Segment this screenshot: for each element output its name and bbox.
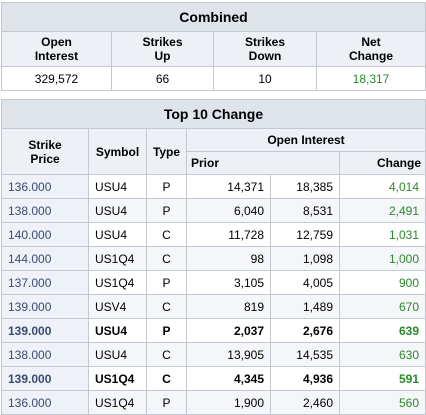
symbol-cell: USU4 — [88, 174, 147, 199]
type-header: Type — [146, 128, 187, 175]
type-cell: P — [146, 198, 187, 223]
prior-cell: 1,900 — [186, 390, 271, 415]
prior-cell: 13,905 — [186, 342, 271, 367]
change-cell: 670 — [339, 294, 426, 319]
current-oi-cell: 8,531 — [270, 198, 340, 223]
type-cell: C — [146, 246, 187, 271]
symbol-cell: US1Q4 — [88, 366, 147, 391]
change-cell: 1,031 — [339, 222, 426, 247]
current-oi-cell: 2,460 — [270, 390, 340, 415]
current-oi-cell: 12,759 — [270, 222, 340, 247]
symbol-cell: USU4 — [88, 342, 147, 367]
strike-price-cell: 139.000 — [1, 366, 89, 391]
strike-price-cell: 139.000 — [1, 294, 89, 319]
type-cell: P — [146, 270, 187, 295]
current-oi-cell: 18,385 — [270, 174, 340, 199]
strikes-down-header-text: Strikes Down — [244, 35, 286, 63]
strike-price-cell: 138.000 — [1, 342, 89, 367]
net-change-header-text: Net Change — [349, 35, 394, 63]
table-row: 136.000 US1Q4 P 1,900 2,460 560 — [1, 390, 426, 415]
strike-price-cell: 139.000 — [1, 318, 89, 343]
strikes-down-value: 10 — [213, 66, 317, 91]
current-oi-cell: 1,098 — [270, 246, 340, 271]
strike-price-cell: 137.000 — [1, 270, 89, 295]
type-cell: C — [146, 366, 187, 391]
prior-cell: 98 — [186, 246, 271, 271]
open-interest-header-text: Open Interest — [34, 35, 79, 63]
open-interest-header: Open Interest — [1, 31, 112, 67]
prior-cell: 3,105 — [186, 270, 271, 295]
table-row: 144.000 US1Q4 C 98 1,098 1,000 — [1, 246, 426, 271]
change-cell: 639 — [339, 318, 426, 343]
table-row: 136.000 USU4 P 14,371 18,385 4,014 — [1, 174, 426, 199]
symbol-cell: US1Q4 — [88, 246, 147, 271]
type-cell: P — [146, 390, 187, 415]
strike-price-cell: 138.000 — [1, 198, 89, 223]
strike-price-cell: 136.000 — [1, 174, 89, 199]
strike-price-cell: 144.000 — [1, 246, 89, 271]
current-oi-cell: 1,489 — [270, 294, 340, 319]
symbol-header: Symbol — [88, 128, 147, 175]
change-cell: 1,000 — [339, 246, 426, 271]
current-oi-cell: 14,535 — [270, 342, 340, 367]
strikes-up-header-text: Strikes Up — [142, 35, 183, 63]
table-row: 137.000 US1Q4 P 3,105 4,005 900 — [1, 270, 426, 295]
symbol-cell: US1Q4 — [88, 270, 147, 295]
strikes-up-value: 66 — [111, 66, 214, 91]
open-interest-value: 329,572 — [1, 66, 112, 91]
strike-price-header: Strike Price — [1, 128, 89, 175]
top10-change-table: Top 10 Change Strike Price Symbol Type O… — [1, 99, 426, 415]
strike-price-cell: 140.000 — [1, 222, 89, 247]
change-cell: 2,491 — [339, 198, 426, 223]
symbol-cell: USU4 — [88, 318, 147, 343]
type-cell: C — [146, 222, 187, 247]
strikes-up-header: Strikes Up — [111, 31, 214, 67]
strikes-down-header: Strikes Down — [213, 31, 317, 67]
symbol-cell: US1Q4 — [88, 390, 147, 415]
table-row: 139.000 US1Q4 C 4,345 4,936 591 — [1, 366, 426, 391]
change-cell: 591 — [339, 366, 426, 391]
current-oi-cell: 4,936 — [270, 366, 340, 391]
strike-price-cell: 136.000 — [1, 390, 89, 415]
prior-header: Prior — [186, 151, 340, 175]
change-cell: 900 — [339, 270, 426, 295]
combined-table: Combined Open Interest Strikes Up Strike… — [0, 2, 426, 91]
current-oi-cell: 2,676 — [270, 318, 340, 343]
prior-cell: 2,037 — [186, 318, 271, 343]
table-row: 139.000 USV4 C 819 1,489 670 — [1, 294, 426, 319]
strike-price-header-text: Strike Price — [28, 137, 62, 166]
prior-cell: 4,345 — [186, 366, 271, 391]
symbol-cell: USU4 — [88, 198, 147, 223]
net-change-header: Net Change — [315, 31, 426, 67]
combined-title: Combined — [0, 2, 426, 32]
change-cell: 630 — [339, 342, 426, 367]
table-row: 140.000 USU4 C 11,728 12,759 1,031 — [1, 222, 426, 247]
prior-cell: 6,040 — [186, 198, 271, 223]
change-cell: 560 — [339, 390, 426, 415]
type-cell: P — [146, 318, 187, 343]
type-cell: C — [146, 342, 187, 367]
top10-title: Top 10 Change — [1, 99, 426, 129]
prior-cell: 14,371 — [186, 174, 271, 199]
type-cell: P — [146, 174, 187, 199]
change-header: Change — [339, 151, 426, 175]
table-row: 139.000 USU4 P 2,037 2,676 639 — [1, 318, 426, 343]
prior-cell: 819 — [186, 294, 271, 319]
table-row: 138.000 USU4 P 6,040 8,531 2,491 — [1, 198, 426, 223]
symbol-cell: USV4 — [88, 294, 147, 319]
top10-rows: 136.000 USU4 P 14,371 18,385 4,014 138.000 USU4… — [1, 174, 426, 415]
type-cell: C — [146, 294, 187, 319]
prior-cell: 11,728 — [186, 222, 271, 247]
open-interest-group-header: Open Interest — [186, 128, 426, 152]
symbol-cell: USU4 — [88, 222, 147, 247]
change-cell: 4,014 — [339, 174, 426, 199]
table-row: 138.000 USU4 C 13,905 14,535 630 — [1, 342, 426, 367]
current-oi-cell: 4,005 — [270, 270, 340, 295]
net-change-value: 18,317 — [315, 66, 426, 91]
